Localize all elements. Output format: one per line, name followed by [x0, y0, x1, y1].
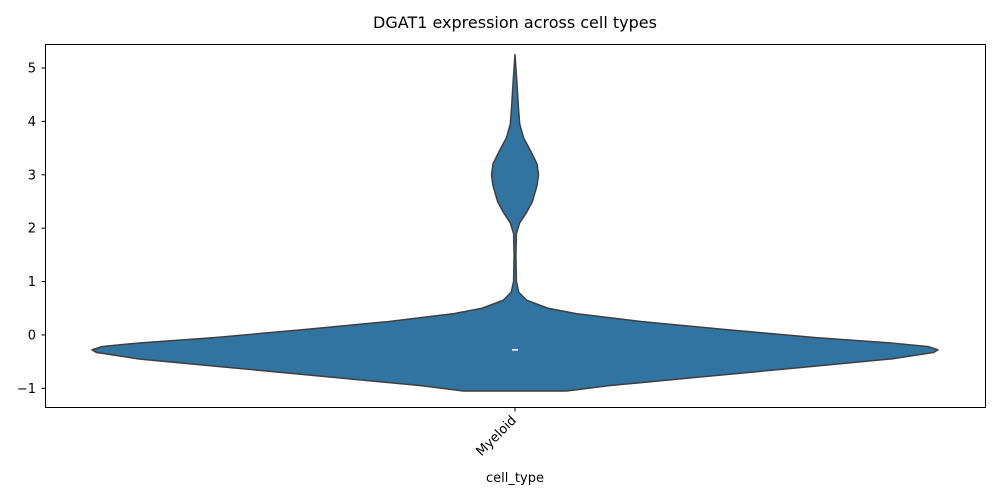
y-tick-label: 1 — [28, 275, 36, 290]
x-axis-label: cell_type — [486, 471, 544, 486]
chart-title: DGAT1 expression across cell types — [373, 13, 657, 32]
violin-myeloid — [91, 53, 939, 392]
x-axis: Myeloid — [474, 407, 520, 459]
y-tick-label: 2 — [28, 222, 36, 237]
y-tick-label: −1 — [17, 382, 36, 397]
y-tick-label: 0 — [28, 328, 36, 343]
y-tick-label: 4 — [28, 115, 36, 130]
plot-area — [91, 53, 939, 392]
y-tick-label: 5 — [28, 62, 36, 77]
x-tick-label-myeloid: Myeloid — [474, 413, 520, 459]
y-tick-label: 3 — [28, 168, 36, 183]
y-axis: −1 0 1 2 3 4 5 — [17, 62, 46, 397]
